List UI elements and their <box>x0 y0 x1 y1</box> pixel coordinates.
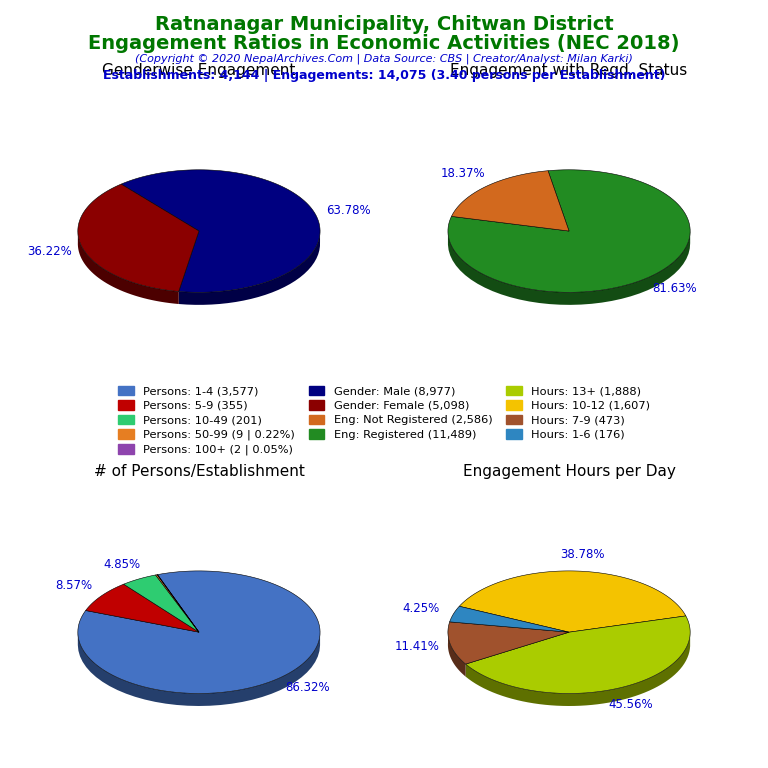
Text: 36.22%: 36.22% <box>27 245 71 258</box>
Polygon shape <box>448 170 690 293</box>
Polygon shape <box>448 230 690 305</box>
Text: 8.57%: 8.57% <box>55 579 92 592</box>
Polygon shape <box>86 584 199 632</box>
Text: 4.25%: 4.25% <box>402 602 440 615</box>
Polygon shape <box>156 574 199 632</box>
Polygon shape <box>465 631 690 706</box>
Title: # of Persons/Establishment: # of Persons/Establishment <box>94 464 304 479</box>
Polygon shape <box>459 571 686 632</box>
Text: 81.63%: 81.63% <box>653 282 697 295</box>
Text: 38.78%: 38.78% <box>560 548 604 561</box>
Title: Engagement Hours per Day: Engagement Hours per Day <box>462 464 676 479</box>
Polygon shape <box>121 170 320 293</box>
Text: 45.56%: 45.56% <box>608 697 653 710</box>
Text: 11.41%: 11.41% <box>394 641 439 654</box>
Polygon shape <box>448 622 569 664</box>
Text: 86.32%: 86.32% <box>286 681 330 694</box>
Text: 63.78%: 63.78% <box>326 204 371 217</box>
Text: 4.85%: 4.85% <box>104 558 141 571</box>
Polygon shape <box>465 616 690 694</box>
Polygon shape <box>157 574 199 632</box>
Polygon shape <box>124 575 199 632</box>
Polygon shape <box>449 606 569 632</box>
Polygon shape <box>78 633 320 706</box>
Polygon shape <box>78 230 179 304</box>
Title: Genderwise Engagement: Genderwise Engagement <box>102 63 296 78</box>
Polygon shape <box>78 184 199 292</box>
Text: 18.37%: 18.37% <box>441 167 485 180</box>
Polygon shape <box>179 230 320 305</box>
Text: Engagement Ratios in Economic Activities (NEC 2018): Engagement Ratios in Economic Activities… <box>88 34 680 53</box>
Title: Engagement with Regd. Status: Engagement with Regd. Status <box>450 63 687 78</box>
Polygon shape <box>78 571 320 694</box>
Polygon shape <box>452 170 569 231</box>
Text: Establishments: 4,144 | Engagements: 14,075 (3.40 persons per Establishment): Establishments: 4,144 | Engagements: 14,… <box>103 69 665 82</box>
Legend: Persons: 1-4 (3,577), Persons: 5-9 (355), Persons: 10-49 (201), Persons: 50-99 (: Persons: 1-4 (3,577), Persons: 5-9 (355)… <box>116 383 652 458</box>
Text: (Copyright © 2020 NepalArchives.Com | Data Source: CBS | Creator/Analyst: Milan : (Copyright © 2020 NepalArchives.Com | Da… <box>135 54 633 65</box>
Text: Ratnanagar Municipality, Chitwan District: Ratnanagar Municipality, Chitwan Distric… <box>154 15 614 35</box>
Polygon shape <box>448 630 465 677</box>
